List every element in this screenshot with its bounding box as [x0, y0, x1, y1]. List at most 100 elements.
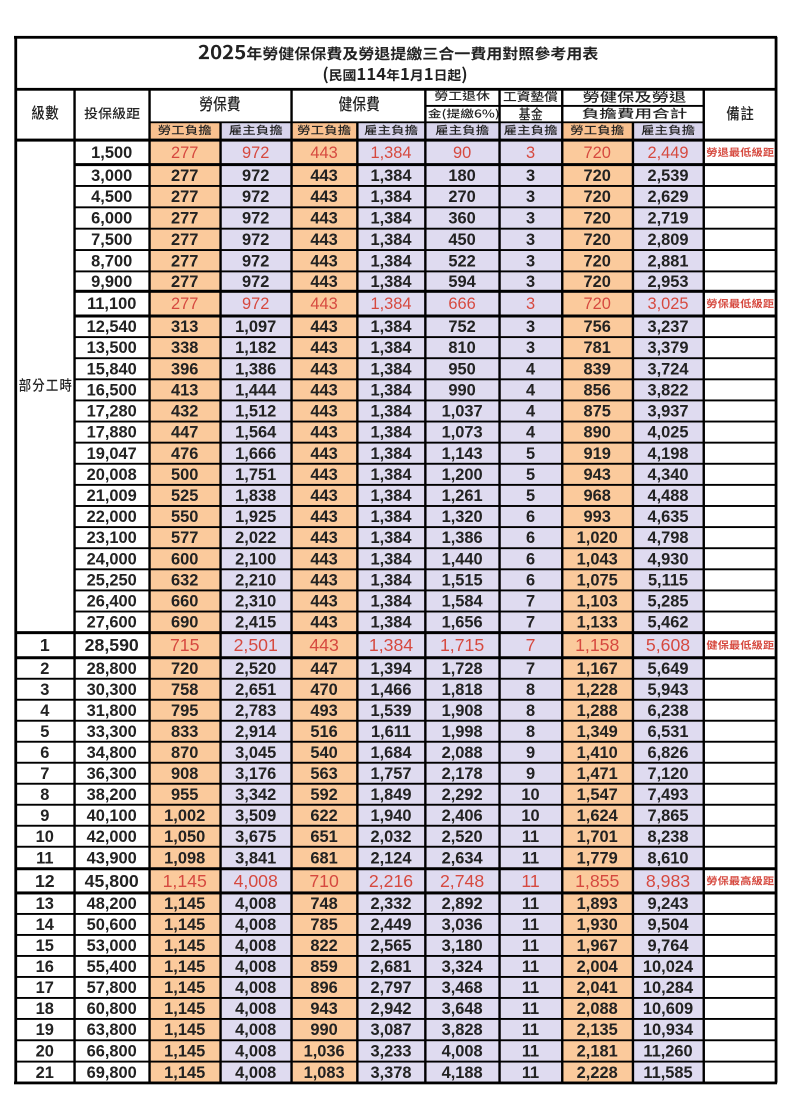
- svg-text:870: 870: [171, 744, 198, 762]
- svg-text:908: 908: [171, 765, 198, 783]
- svg-text:443: 443: [310, 339, 337, 357]
- svg-text:443: 443: [310, 487, 337, 505]
- svg-text:785: 785: [310, 916, 337, 934]
- svg-text:16: 16: [36, 958, 54, 976]
- svg-text:1,050: 1,050: [164, 828, 205, 846]
- svg-text:1,386: 1,386: [235, 360, 276, 378]
- svg-text:2,124: 2,124: [370, 849, 412, 867]
- svg-text:1,471: 1,471: [577, 765, 618, 783]
- svg-text:2,449: 2,449: [647, 144, 688, 162]
- svg-text:4,500: 4,500: [91, 188, 132, 206]
- svg-text:11: 11: [36, 849, 53, 867]
- svg-text:6,531: 6,531: [647, 723, 688, 741]
- svg-text:3,233: 3,233: [370, 1043, 411, 1061]
- svg-text:11: 11: [521, 871, 539, 891]
- svg-text:6,826: 6,826: [647, 744, 688, 762]
- svg-text:1,611: 1,611: [371, 723, 411, 741]
- svg-text:3,237: 3,237: [647, 318, 688, 336]
- svg-text:28,800: 28,800: [87, 660, 137, 678]
- svg-text:20: 20: [36, 1043, 54, 1061]
- svg-text:1,145: 1,145: [164, 1000, 205, 1018]
- svg-text:11: 11: [522, 937, 539, 955]
- svg-text:1,288: 1,288: [577, 702, 618, 720]
- svg-text:896: 896: [310, 979, 337, 997]
- svg-text:3,937: 3,937: [647, 403, 688, 421]
- svg-text:3,087: 3,087: [370, 1021, 411, 1039]
- svg-text:443: 443: [310, 295, 337, 313]
- svg-text:1,386: 1,386: [442, 529, 483, 547]
- svg-text:2,004: 2,004: [577, 958, 619, 976]
- svg-text:1,384: 1,384: [370, 529, 412, 547]
- svg-text:1: 1: [40, 635, 50, 655]
- svg-text:21: 21: [36, 1064, 54, 1082]
- svg-text:1,145: 1,145: [164, 916, 205, 934]
- svg-text:17,880: 17,880: [87, 424, 137, 442]
- svg-text:11: 11: [522, 1043, 539, 1061]
- svg-text:968: 968: [584, 487, 611, 505]
- svg-text:3: 3: [526, 273, 535, 291]
- svg-text:950: 950: [448, 360, 475, 378]
- svg-text:10,284: 10,284: [643, 979, 694, 997]
- svg-text:4,340: 4,340: [647, 466, 688, 484]
- svg-text:4,488: 4,488: [647, 487, 688, 505]
- svg-text:443: 443: [310, 252, 337, 270]
- svg-text:577: 577: [171, 529, 198, 547]
- svg-text:396: 396: [171, 360, 198, 378]
- svg-text:1,584: 1,584: [442, 593, 484, 611]
- svg-text:360: 360: [448, 210, 475, 228]
- svg-text:1,466: 1,466: [370, 681, 411, 699]
- svg-text:450: 450: [448, 231, 475, 249]
- svg-text:1,384: 1,384: [370, 339, 412, 357]
- svg-text:3: 3: [526, 210, 535, 228]
- svg-text:45,800: 45,800: [85, 871, 139, 891]
- svg-text:277: 277: [171, 273, 198, 291]
- svg-text:756: 756: [584, 318, 611, 336]
- svg-text:8,700: 8,700: [91, 252, 132, 270]
- svg-text:3,378: 3,378: [370, 1064, 411, 1082]
- svg-text:2,651: 2,651: [235, 681, 276, 699]
- svg-text:443: 443: [310, 614, 337, 632]
- svg-text:22,000: 22,000: [87, 508, 137, 526]
- svg-text:23,100: 23,100: [87, 529, 137, 547]
- svg-text:10,609: 10,609: [643, 1000, 693, 1018]
- svg-text:3,176: 3,176: [235, 765, 276, 783]
- svg-text:1,500: 1,500: [91, 144, 132, 162]
- svg-text:2,809: 2,809: [647, 231, 688, 249]
- svg-text:2,520: 2,520: [235, 660, 276, 678]
- svg-text:632: 632: [171, 571, 198, 589]
- svg-text:2,539: 2,539: [647, 167, 688, 185]
- svg-text:720: 720: [584, 273, 611, 291]
- svg-text:1,384: 1,384: [370, 571, 412, 589]
- svg-text:1,384: 1,384: [370, 403, 412, 421]
- svg-text:50,600: 50,600: [87, 916, 137, 934]
- svg-text:1,701: 1,701: [577, 828, 618, 846]
- svg-text:63,800: 63,800: [87, 1021, 137, 1039]
- svg-text:1,384: 1,384: [370, 487, 412, 505]
- svg-text:447: 447: [310, 660, 337, 678]
- svg-text:11: 11: [522, 828, 539, 846]
- svg-text:4,798: 4,798: [647, 529, 688, 547]
- svg-text:15: 15: [36, 937, 54, 955]
- svg-text:8,610: 8,610: [647, 849, 688, 867]
- svg-text:748: 748: [310, 895, 337, 913]
- svg-text:11: 11: [522, 958, 539, 976]
- svg-text:2,228: 2,228: [577, 1064, 618, 1082]
- svg-text:11: 11: [522, 895, 539, 913]
- svg-text:1,384: 1,384: [370, 424, 412, 442]
- svg-text:1,384: 1,384: [370, 614, 412, 632]
- svg-text:1,384: 1,384: [370, 593, 412, 611]
- svg-text:9: 9: [526, 744, 535, 762]
- svg-text:3,025: 3,025: [647, 295, 688, 313]
- svg-text:11,585: 11,585: [643, 1064, 692, 1082]
- svg-text:2,565: 2,565: [370, 937, 411, 955]
- svg-text:1,410: 1,410: [577, 744, 618, 762]
- svg-text:1,098: 1,098: [164, 849, 205, 867]
- svg-text:2: 2: [40, 660, 49, 678]
- svg-text:338: 338: [171, 339, 198, 357]
- svg-text:4,008: 4,008: [235, 1021, 276, 1039]
- svg-text:10: 10: [521, 807, 539, 825]
- svg-text:1,145: 1,145: [164, 1064, 205, 1082]
- svg-text:1,940: 1,940: [370, 807, 411, 825]
- svg-text:1,444: 1,444: [235, 381, 277, 399]
- svg-text:180: 180: [448, 167, 475, 185]
